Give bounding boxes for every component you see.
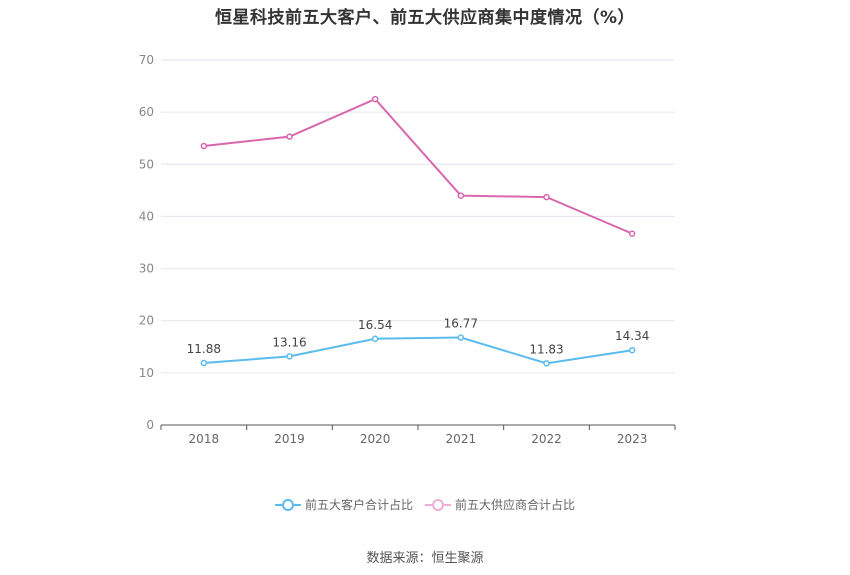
legend-item-customers[interactable]: 前五大客户合计占比 [274,496,413,513]
data-point[interactable] [371,95,379,103]
x-tick-label: 2018 [189,432,220,446]
data-point[interactable] [286,353,293,360]
data-labels: 11.88 13.16 16.54 16.77 11.83 14.34 [187,317,650,357]
data-point[interactable] [628,346,636,354]
x-tick-label: 2023 [617,432,648,446]
data-point[interactable] [200,142,208,150]
axes: 0 10 20 30 40 50 60 70 2018 2019 2020 2021 2022 2023 [139,53,676,446]
data-label: 11.83 [529,342,563,356]
data-point[interactable] [543,360,550,367]
data-label: 16.54 [358,318,392,332]
data-label: 14.34 [615,329,649,343]
data-point[interactable] [543,193,550,201]
x-tick-label: 2021 [446,432,477,446]
y-tick-label: 60 [139,105,154,119]
data-point[interactable] [457,192,465,199]
y-tick-label: 70 [139,53,154,67]
y-tick-label: 40 [139,209,154,223]
x-tick-label: 2020 [360,432,391,446]
legend-label-suppliers: 前五大供应商合计占比 [455,498,576,512]
series-line-0 [203,336,633,365]
series-group [200,95,636,367]
data-point[interactable] [200,359,208,367]
legend-line-marker-icon [274,498,301,511]
chart-title: 恒星科技前五大客户、前五大供应商集中度情况（%） [214,8,636,28]
y-tick-label: 10 [139,366,154,380]
data-point[interactable] [628,230,636,237]
legend-item-suppliers[interactable]: 前五大供应商合计占比 [425,496,575,513]
data-point[interactable] [457,334,465,341]
data-label: 11.88 [187,342,221,356]
data-point[interactable] [371,335,379,343]
x-tick-label: 2022 [531,432,562,446]
data-label: 16.77 [444,317,478,331]
grid-lines [161,59,675,374]
y-tick-label: 30 [139,262,154,276]
x-tick-label: 2019 [274,432,305,446]
data-source: 数据来源：恒生聚源 [366,551,484,566]
legend: 前五大客户合计占比 前五大供应商合计占比 [0,496,850,513]
legend-label-customers: 前五大客户合计占比 [304,498,413,512]
y-tick-label: 0 [146,418,154,432]
legend-line-marker-icon [425,498,451,511]
data-point[interactable] [286,133,293,140]
y-tick-label: 20 [139,314,154,328]
data-label: 13.16 [272,335,306,349]
series-line-1 [203,97,633,235]
y-tick-label: 50 [139,157,154,171]
